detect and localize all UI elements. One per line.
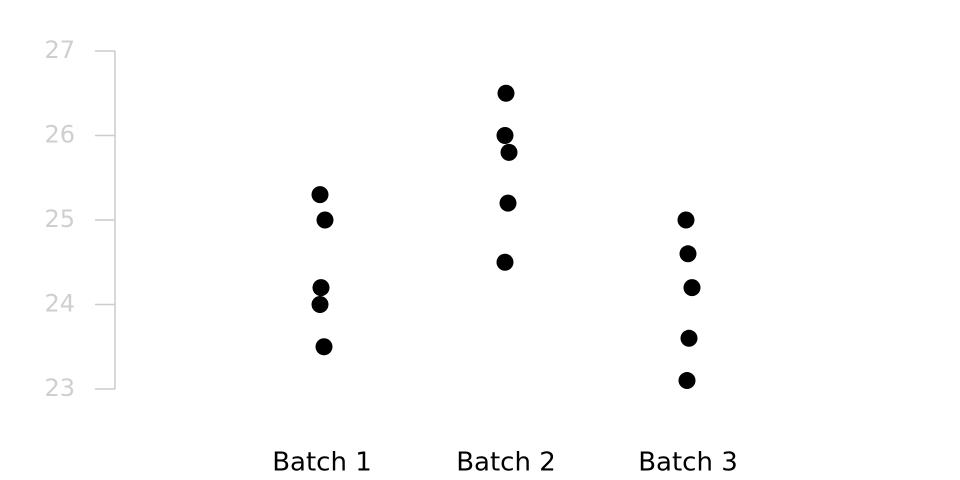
x-tick-label: Batch 1 (272, 448, 372, 478)
point (315, 338, 333, 356)
y-tick-label: 27 (44, 36, 75, 64)
point (679, 245, 697, 263)
point (497, 84, 515, 102)
point (496, 253, 514, 271)
y-tick-label: 25 (44, 205, 75, 233)
point (500, 143, 518, 161)
y-tick-label: 23 (44, 374, 75, 402)
point (678, 372, 696, 390)
x-tick-label: Batch 3 (638, 448, 738, 478)
y-tick-label: 24 (44, 290, 75, 318)
point (683, 279, 701, 297)
point (312, 279, 330, 297)
point (499, 194, 517, 212)
point (311, 296, 329, 313)
point (316, 211, 334, 229)
point (677, 211, 695, 229)
point (496, 127, 514, 144)
point (311, 186, 329, 204)
x-tick-label: Batch 2 (456, 448, 556, 478)
point (680, 329, 698, 347)
y-tick-label: 26 (44, 121, 75, 149)
